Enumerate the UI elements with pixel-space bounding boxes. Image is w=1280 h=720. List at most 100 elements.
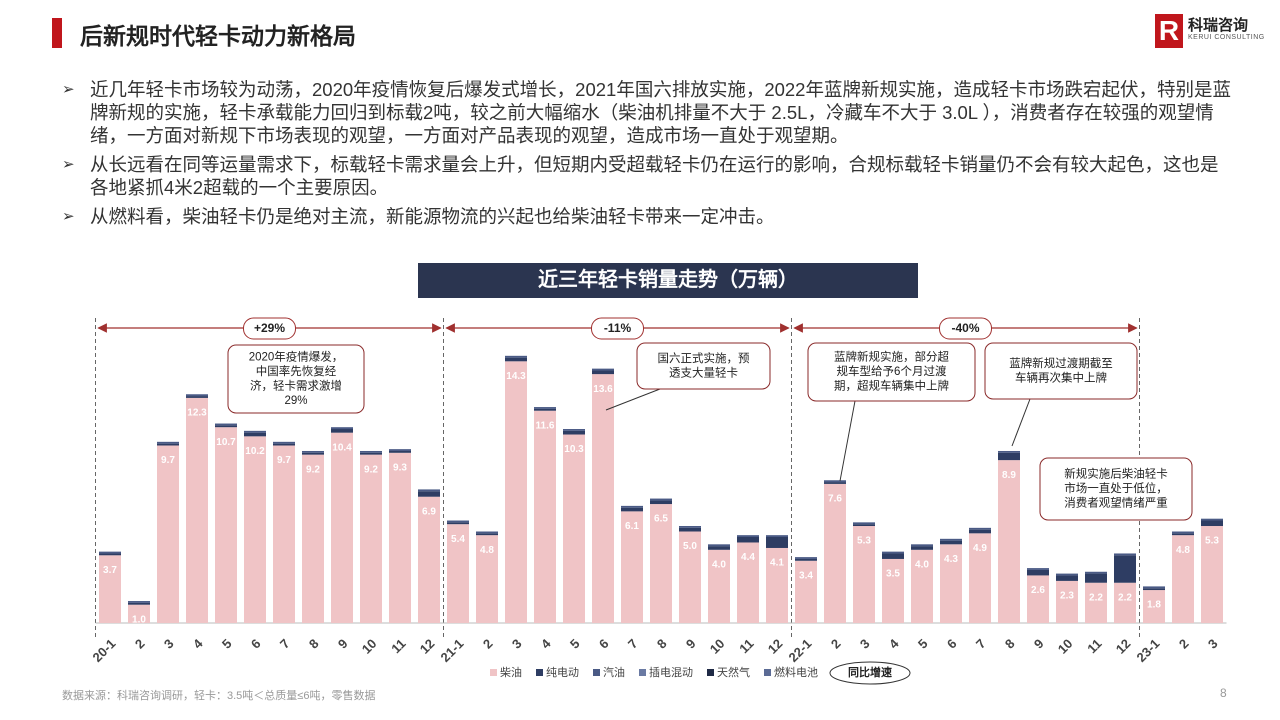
bar-segment: [592, 368, 614, 371]
bar-segment: [1143, 590, 1165, 623]
bar-segment: [418, 491, 440, 497]
value-label: 5.3: [1205, 536, 1219, 547]
x-tick-label: 2: [828, 636, 844, 652]
x-tick-label: 12: [1113, 636, 1134, 657]
callout-text: 车辆再次集中上牌: [1015, 370, 1107, 384]
value-label: 3.4: [799, 570, 813, 581]
x-tick-label: 8: [654, 636, 670, 652]
x-tick-label: 2: [480, 636, 496, 652]
value-label: 4.0: [712, 559, 726, 570]
bar-segment: [389, 450, 411, 453]
x-tick-label: 9: [683, 636, 699, 652]
bullet: 近几年轻卡市场较为动荡，2020年疫情恢复后爆发式增长，2021年国六排放实施，…: [62, 78, 1232, 147]
legend-swatch: [593, 669, 600, 676]
growth-legend-label: 同比增速: [848, 665, 892, 679]
x-tick-label: 11: [388, 636, 408, 656]
value-label: 7.6: [828, 494, 842, 505]
callout-text: 29%: [284, 395, 307, 407]
bar-segment: [1172, 533, 1194, 536]
bar-segment: [766, 536, 788, 548]
bar-segment: [273, 443, 295, 446]
value-label: 9.7: [161, 455, 175, 466]
value-label: 2.2: [1089, 592, 1103, 603]
callout-pointer: [1011, 398, 1031, 447]
bar-segment: [708, 549, 730, 623]
logo-text: 科瑞咨询: [1188, 17, 1249, 34]
x-tick-label: 6: [944, 636, 960, 652]
source-note: 数据来源：科瑞咨询调研，轻卡：3.5吨＜总质量≤6吨，零售数据: [62, 690, 376, 702]
bar-segment: [389, 449, 411, 451]
bar-segment: [1143, 588, 1165, 591]
bar-segment: [157, 445, 179, 623]
bar-segment: [476, 535, 498, 623]
legend-swatch: [536, 669, 543, 676]
callout-text: 蓝牌新规实施，部分超: [834, 350, 949, 364]
value-label: 6.1: [625, 521, 639, 532]
x-tick-label: 11: [1084, 636, 1104, 656]
bar-segment: [389, 452, 411, 623]
bar-segment: [447, 520, 469, 523]
value-label: 11.6: [536, 420, 555, 431]
x-tick-label: 3: [509, 636, 525, 652]
value-label: 14.3: [506, 371, 526, 382]
x-tick-label: 6: [248, 636, 264, 652]
bar-segment: [1114, 582, 1136, 623]
bar-segment: [360, 452, 382, 455]
value-label: 4.9: [973, 543, 987, 554]
callout-pointer: [605, 388, 661, 411]
bar-segment: [708, 546, 730, 550]
bar-segment: [853, 522, 875, 525]
value-label: 10.3: [564, 444, 584, 455]
bar-segment: [331, 427, 353, 430]
bar-segment: [215, 427, 237, 623]
bar-segment: [186, 397, 208, 623]
bar-segment: [534, 408, 556, 411]
x-tick-label: 3: [857, 636, 873, 652]
bar-segment: [969, 527, 991, 530]
bar-segment: [1201, 526, 1223, 623]
x-tick-label: 10: [707, 636, 728, 657]
growth-badge: [243, 317, 296, 340]
bar-segment: [1114, 555, 1136, 583]
legend-label: 插电混动: [649, 665, 693, 679]
bar-segment: [534, 407, 556, 409]
bar-segment: [853, 526, 875, 623]
x-tick-label: 12: [417, 636, 438, 657]
bar-segment: [505, 355, 527, 358]
bar-segment: [766, 547, 788, 623]
x-tick-label: 4: [886, 635, 902, 651]
callout-text: 市场一直处于低位，: [1064, 481, 1168, 495]
bar-segment: [737, 542, 759, 623]
x-tick-label: 12: [765, 636, 786, 657]
bar-segment: [273, 445, 295, 623]
growth-legend-ellipse: [829, 661, 911, 685]
x-tick-label: 9: [1031, 636, 1047, 652]
callout-text: 规车型给予6个月过渡: [837, 364, 947, 378]
bar-segment: [1056, 580, 1078, 623]
bar-segment: [940, 540, 962, 545]
bar-segment: [998, 452, 1020, 461]
value-label: 10.4: [332, 442, 352, 453]
value-label: 13.6: [593, 384, 613, 395]
bar-segment: [273, 441, 295, 444]
value-label: 4.8: [1176, 545, 1190, 556]
bar-segment: [99, 555, 121, 623]
legend-swatch: [764, 669, 771, 676]
bar-segment: [128, 601, 150, 603]
value-label: 4.4: [741, 552, 755, 563]
bar-segment: [621, 507, 643, 512]
legend-swatch: [490, 669, 497, 676]
bar-segment: [969, 529, 991, 534]
legend-swatch: [639, 669, 646, 676]
bar-segment: [708, 544, 730, 547]
callout-text: 中国率先恢复经: [256, 364, 337, 378]
bar-segment: [505, 361, 527, 623]
bar-segment: [244, 436, 266, 623]
bar-segment: [824, 480, 846, 483]
callout-box: [984, 342, 1138, 400]
legend-label: 燃料电池: [774, 665, 818, 679]
x-tick-label: 6: [596, 636, 612, 652]
x-tick-label: 5: [567, 636, 583, 652]
bullet: 从长远看在同等运量需求下，标载轻卡需求量会上升，但短期内受超载轻卡仍在运行的影响…: [62, 153, 1232, 199]
callout-box: [1039, 457, 1193, 521]
